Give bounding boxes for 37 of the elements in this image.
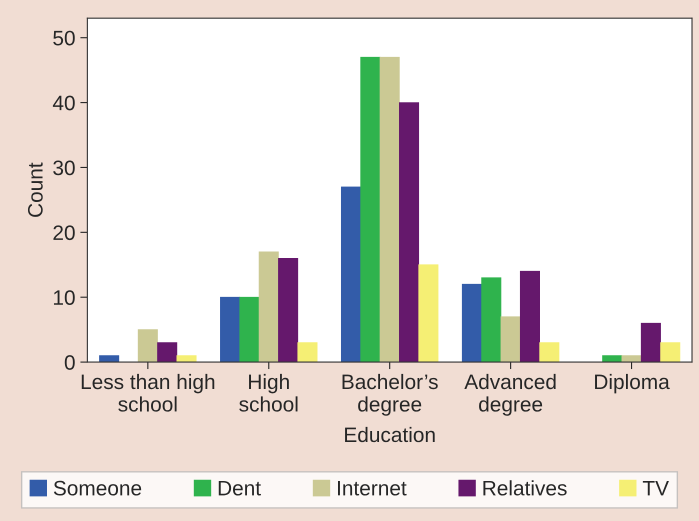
legend-label: Internet	[338, 480, 407, 496]
y-tick-label: 40	[52, 96, 75, 110]
bar	[258, 251, 279, 362]
y-tick-label: 50	[53, 30, 75, 46]
y-axis-title: Count	[28, 162, 43, 217]
x-tick-label: Advanced degree	[464, 374, 556, 416]
bar	[539, 342, 560, 362]
y-tick-label: 10	[54, 290, 75, 305]
bar	[278, 258, 298, 362]
x-axis-title: Education	[345, 426, 435, 442]
bar	[640, 322, 661, 362]
bar	[297, 342, 318, 362]
legend-label: Relatives	[483, 480, 567, 496]
bar	[380, 56, 400, 362]
y-tick-label: 30	[53, 160, 75, 176]
legend-label: Dent	[218, 480, 261, 496]
legend-label: TV	[642, 480, 669, 496]
bar	[340, 186, 362, 362]
bar	[239, 296, 260, 362]
bar	[220, 296, 240, 362]
bar	[138, 329, 158, 362]
bar	[360, 56, 380, 362]
bar	[418, 264, 438, 362]
bar	[399, 102, 420, 362]
x-tick-label: Less than high school	[82, 374, 214, 412]
bar	[462, 284, 482, 362]
y-tick-label: 20	[53, 225, 75, 240]
bar	[481, 277, 502, 362]
x-tick-label: Diploma	[595, 374, 670, 394]
x-tick-label: Bachelor’s degree	[342, 374, 438, 416]
bar	[520, 270, 540, 362]
bar	[500, 316, 521, 362]
y-tick-label: 0	[64, 355, 75, 370]
bar	[660, 342, 680, 362]
x-tick-label: High school	[239, 374, 298, 412]
legend-label: Someone	[54, 480, 142, 496]
bar	[157, 342, 178, 362]
